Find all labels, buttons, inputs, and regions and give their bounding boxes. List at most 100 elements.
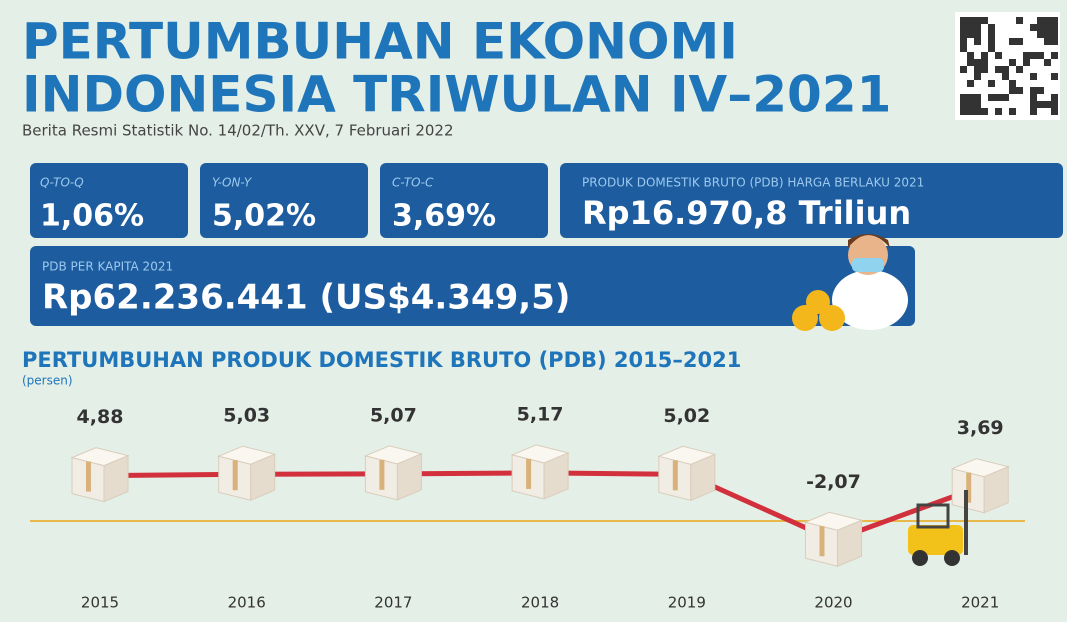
qr-cell [1051, 101, 1058, 108]
qr-cell [1030, 24, 1037, 31]
qr-cell [981, 59, 988, 66]
qr-cell [1051, 31, 1058, 38]
qr-cell [1044, 38, 1051, 45]
qr-cell [1044, 59, 1051, 66]
qr-cell [960, 101, 967, 108]
qr-cell [974, 94, 981, 101]
qr-cell [1037, 52, 1044, 59]
qr-cell [974, 38, 981, 45]
title-line: INDONESIA TRIWULAN IV–2021 [22, 66, 891, 124]
stat-value: 1,06% [40, 199, 144, 234]
qr-cell [1030, 87, 1037, 94]
qr-cell [967, 24, 974, 31]
qr-cell [1037, 101, 1044, 108]
qr-cell [974, 101, 981, 108]
qr-cell [988, 45, 995, 52]
qr-cell [974, 17, 981, 24]
qr-cell [981, 17, 988, 24]
box-marker [365, 446, 421, 500]
qr-cell [1051, 24, 1058, 31]
qr-cell [1044, 101, 1051, 108]
stat-label: Q-TO-Q [40, 176, 84, 190]
qr-cell [1044, 24, 1051, 31]
qr-cell [1002, 66, 1009, 73]
qr-cell [974, 31, 981, 38]
subtitle: Berita Resmi Statistik No. 14/02/Th. XXV… [22, 122, 454, 140]
forklift-wheel [912, 550, 928, 566]
qr-cell [974, 108, 981, 115]
qr-cell [1009, 59, 1016, 66]
box-tape [673, 460, 678, 490]
qr-cell [1051, 108, 1058, 115]
forklift-wheel [944, 550, 960, 566]
qr-cell [1044, 31, 1051, 38]
value-label: 5,17 [517, 403, 564, 425]
qr-cell [1002, 94, 1009, 101]
qr-cell [1009, 87, 1016, 94]
value-label: 5,07 [370, 404, 417, 426]
qr-code [955, 12, 1060, 120]
qr-cell [988, 94, 995, 101]
box-marker [72, 448, 128, 502]
qr-cell [1051, 73, 1058, 80]
qr-cell [967, 17, 974, 24]
qr-cell [1016, 87, 1023, 94]
qr-cell [995, 94, 1002, 101]
page: PERTUMBUHAN EKONOMI INDONESIA TRIWULAN I… [0, 0, 1067, 622]
box-marker [806, 512, 862, 566]
chart-title: PERTUMBUHAN PRODUK DOMESTIK BRUTO (PDB) … [22, 348, 741, 372]
x-tick-label: 2020 [814, 594, 852, 612]
qr-cell [974, 66, 981, 73]
box-marker [659, 446, 715, 500]
qr-cell [988, 38, 995, 45]
qr-cell [1016, 38, 1023, 45]
qr-cell [967, 101, 974, 108]
qr-cell [1030, 52, 1037, 59]
qr-cell [1009, 38, 1016, 45]
qr-cell [1037, 24, 1044, 31]
qr-cell [1051, 17, 1058, 24]
box-tape [820, 526, 825, 556]
qr-cell [1002, 73, 1009, 80]
qr-cell [974, 59, 981, 66]
qr-cell [1037, 17, 1044, 24]
qr-cell [1009, 80, 1016, 87]
qr-cell [967, 80, 974, 87]
x-tick-label: 2021 [961, 594, 999, 612]
x-tick-label: 2017 [374, 594, 412, 612]
x-tick-label: 2015 [81, 594, 119, 612]
box-marker [512, 445, 568, 499]
qr-cell [1051, 38, 1058, 45]
value-label: 5,02 [663, 405, 710, 427]
qr-cell [995, 108, 1002, 115]
value-label: 5,03 [223, 405, 270, 427]
box-tape [233, 460, 238, 490]
qr-cell [981, 66, 988, 73]
value-label: -2,07 [806, 471, 861, 493]
qr-cell [960, 66, 967, 73]
x-tick-label: 2018 [521, 594, 559, 612]
qr-cell [960, 24, 967, 31]
qr-cell [1016, 66, 1023, 73]
box-tape [526, 459, 531, 489]
qr-cell [967, 94, 974, 101]
qr-cell [1044, 17, 1051, 24]
qr-cell [1037, 31, 1044, 38]
qr-cell [960, 31, 967, 38]
qr-cell [967, 52, 974, 59]
stat-value: 5,02% [212, 199, 316, 234]
box-marker [952, 459, 1008, 513]
stat-value: Rp16.970,8 Triliun [582, 194, 911, 232]
qr-cell [1051, 52, 1058, 59]
x-tick-label: 2019 [668, 594, 706, 612]
value-label: 4,88 [77, 406, 124, 428]
per-capita-value: Rp62.236.441 (US$4.349,5) [42, 278, 570, 318]
qr-cell [1030, 73, 1037, 80]
qr-cell [960, 38, 967, 45]
qr-cell [960, 94, 967, 101]
qr-cell [974, 24, 981, 31]
qr-cell [981, 108, 988, 115]
qr-cell [1009, 108, 1016, 115]
qr-cell [988, 80, 995, 87]
qr-cell [960, 17, 967, 24]
